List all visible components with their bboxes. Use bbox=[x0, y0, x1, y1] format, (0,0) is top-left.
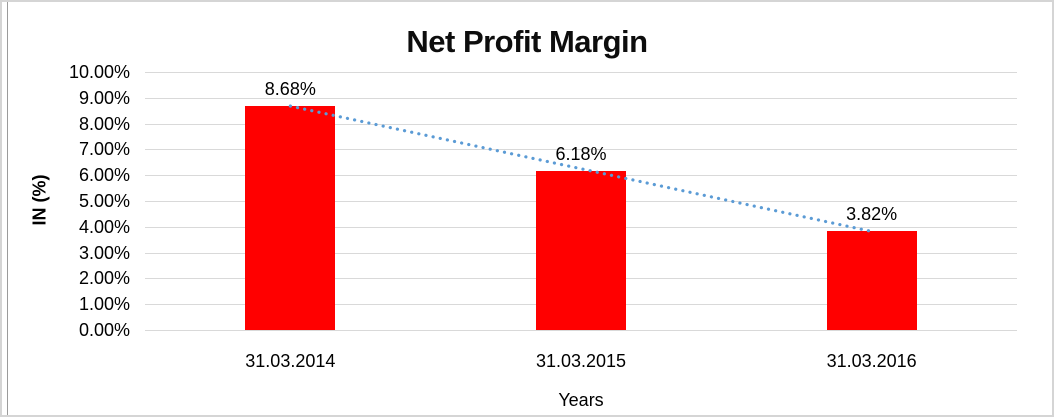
y-tick-label: 8.00% bbox=[78, 113, 130, 134]
bar-31.03.2014 bbox=[245, 106, 336, 330]
chart-title: Net Profit Margin bbox=[406, 24, 648, 59]
y-tick-label: 2.00% bbox=[78, 268, 130, 289]
gridline bbox=[145, 72, 1017, 73]
y-tick-label: 9.00% bbox=[78, 87, 130, 108]
x-tick-label: 31.03.2015 bbox=[535, 351, 627, 371]
y-tick-label: 0.00% bbox=[78, 320, 130, 340]
bar-31.03.2016 bbox=[826, 231, 917, 330]
y-tick-label: 7.00% bbox=[78, 139, 130, 160]
gridline bbox=[145, 123, 1017, 125]
y-tick-label: 1.00% bbox=[78, 294, 130, 315]
y-tick-label: 5.00% bbox=[78, 191, 130, 211]
x-tick-label: 31.03.2016 bbox=[826, 351, 917, 371]
left-edge-line bbox=[7, 2, 8, 415]
data-label: 6.18% bbox=[555, 143, 607, 164]
data-label: 8.68% bbox=[264, 79, 316, 100]
y-tick-label: 3.00% bbox=[78, 242, 130, 263]
y-tick-label: 4.00% bbox=[78, 216, 130, 237]
trendline bbox=[288, 104, 874, 234]
x-axis-title: Years bbox=[558, 390, 604, 410]
y-tick-label: 6.00% bbox=[78, 165, 130, 186]
data-label: 3.82% bbox=[846, 204, 898, 225]
gridline bbox=[145, 149, 1017, 151]
x-tick-label: 31.03.2014 bbox=[245, 351, 336, 371]
y-tick-label: 10.00% bbox=[68, 62, 130, 82]
gridline bbox=[145, 330, 1017, 331]
gridline bbox=[145, 97, 1017, 99]
plot-area: 8.68% 6.18% 3.82% bbox=[145, 72, 1017, 331]
bar-31.03.2015 bbox=[536, 170, 626, 330]
